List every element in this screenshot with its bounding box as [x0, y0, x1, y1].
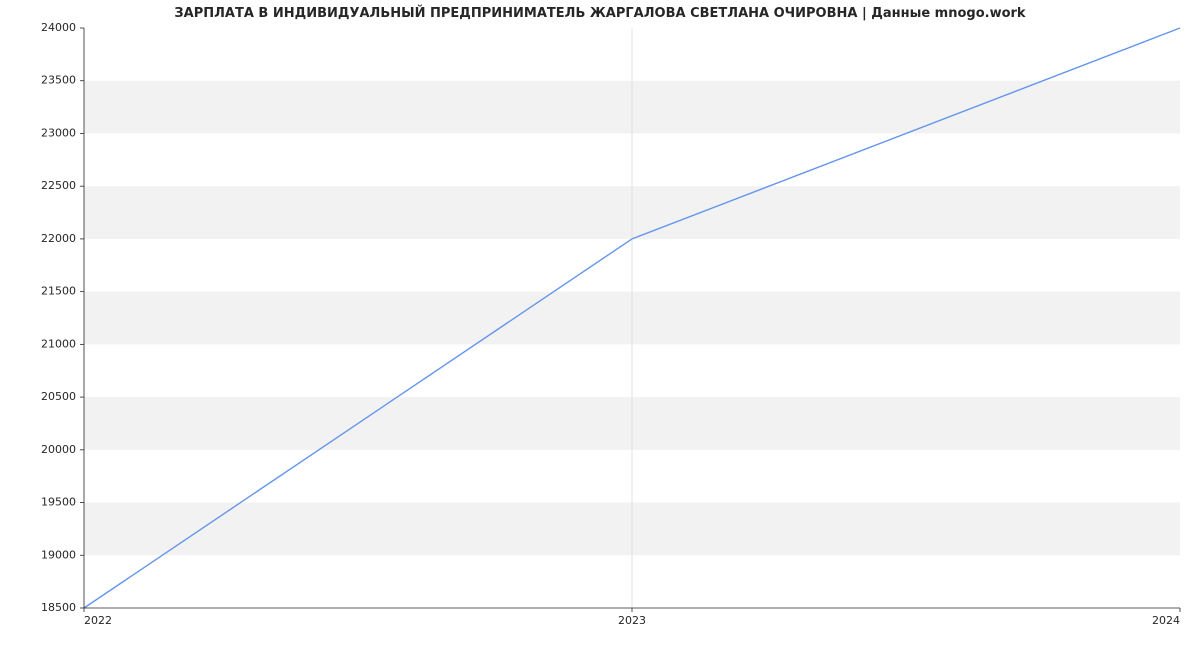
x-tick-label: 2022 [84, 614, 112, 627]
y-tick-label: 19500 [41, 496, 76, 509]
chart-svg: 18500 19000 19500 20000 20500 21000 21500 22000… [0, 0, 1200, 650]
x-tick-label: 2024 [1152, 614, 1180, 627]
y-tick-label: 20000 [41, 443, 76, 456]
y-tick-label: 20500 [41, 390, 76, 403]
chart-title: ЗАРПЛАТА В ИНДИВИДУАЛЬНЫЙ ПРЕДПРИНИМАТЕЛ… [0, 6, 1200, 21]
y-tick-label: 22000 [41, 232, 76, 245]
x-tick-label: 2023 [618, 614, 646, 627]
y-tick-label: 24000 [41, 21, 76, 34]
y-tick-label: 18500 [41, 601, 76, 614]
y-tick-label: 19000 [41, 548, 76, 561]
y-tick-label: 21000 [41, 337, 76, 350]
y-tick-label: 23000 [41, 126, 76, 139]
salary-line-chart: ЗАРПЛАТА В ИНДИВИДУАЛЬНЫЙ ПРЕДПРИНИМАТЕЛ… [0, 0, 1200, 650]
y-tick-label: 21500 [41, 285, 76, 298]
y-tick-label: 23500 [41, 74, 76, 87]
y-tick-label: 22500 [41, 179, 76, 192]
